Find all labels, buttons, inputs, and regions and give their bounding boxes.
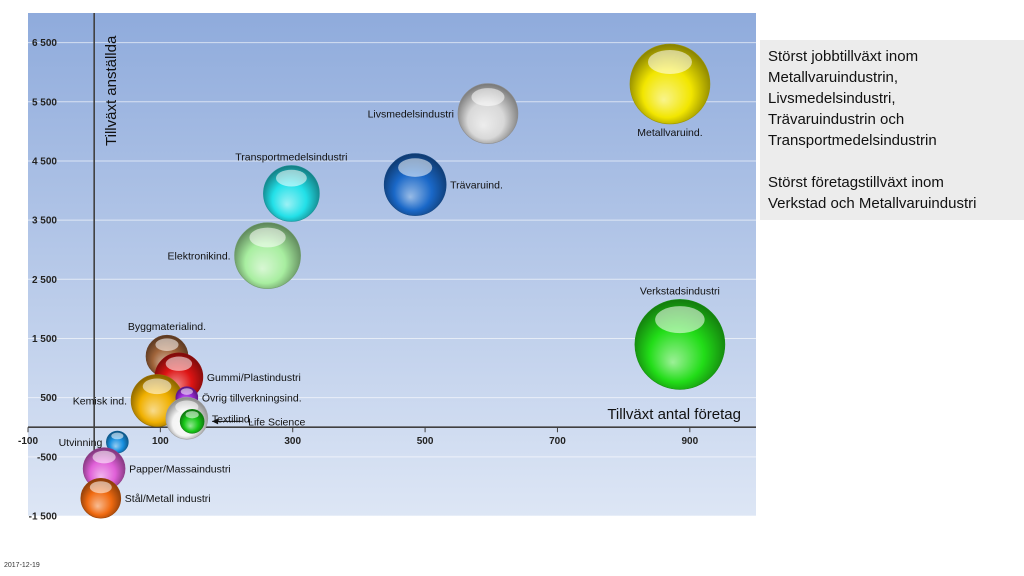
bubble-label: Stål/Metall industri <box>125 493 211 505</box>
y-tick-label: 4 500 <box>32 156 57 167</box>
y-tick-label: 500 <box>40 393 57 404</box>
x-axis-title: Tillväxt antal företag <box>607 406 741 423</box>
y-tick-label: -500 <box>37 452 57 463</box>
axes <box>27 13 756 516</box>
bubble-label: Metallvaruind. <box>637 127 702 139</box>
bubble-highlight <box>185 411 199 419</box>
y-tick-label: -1 500 <box>29 512 58 523</box>
bubble-label: Utvinning <box>59 437 103 449</box>
label-arrow-head <box>212 418 219 425</box>
y-tick-label: 2 500 <box>32 275 57 286</box>
bubble-highlight <box>155 338 179 351</box>
bubble-highlight <box>165 356 193 371</box>
y-tick-label: 6 500 <box>32 38 57 49</box>
x-tick-label: 100 <box>152 436 169 447</box>
bubble-highlight <box>89 481 112 494</box>
bubble-label: Kemisk ind. <box>73 396 127 408</box>
bubble-highlight <box>276 169 307 187</box>
bubble-highlight <box>471 88 505 107</box>
summary-jobs-text: Störst jobbtillväxt inom Metallvaruindus… <box>768 48 937 149</box>
y-tick-label: 5 500 <box>32 97 57 108</box>
bubble-label: Verkstadsindustri <box>640 285 720 297</box>
bubble-label: Byggmaterialind. <box>128 321 206 333</box>
bubble-highlight <box>398 158 433 177</box>
y-tick-label: 1 500 <box>32 334 57 345</box>
bubble-highlight <box>111 432 124 440</box>
summary-panel: Störst jobbtillväxt inom Metallvaruindus… <box>760 40 1024 220</box>
x-tick-label: -100 <box>18 436 38 447</box>
x-tick-label: 700 <box>549 436 566 447</box>
bubble-highlight <box>180 388 193 395</box>
summary-companies-text: Störst företagstillväxt inom Verkstad oc… <box>768 174 977 212</box>
bubble-highlight <box>647 50 692 75</box>
bubble-label: Elektronikind. <box>168 251 231 263</box>
bubble-labels: Metallvaruind. Livsmedelsindustri Trävarui… <box>59 109 720 506</box>
date-stamp: 2017-12-19 <box>4 562 40 569</box>
bubble-highlight <box>92 450 116 464</box>
bubble-label: Textilind. <box>212 413 253 425</box>
bubble-label: Livsmedelsindustri <box>368 109 454 121</box>
y-tick-label: 3 500 <box>32 216 57 227</box>
bubbles <box>80 43 726 519</box>
bubble-label: Övrig tillverkningsind. <box>202 393 302 405</box>
x-tick-label: 900 <box>681 436 698 447</box>
x-tick-label: 300 <box>284 436 301 447</box>
bubble-highlight <box>655 306 705 334</box>
bubble-label: Papper/Massaindustri <box>129 464 231 476</box>
y-axis-title: Tillväxt anställda <box>103 35 120 146</box>
bubble-label: Trävaruind. <box>450 180 503 192</box>
bubble-label: Transportmedelsindustri <box>235 151 347 163</box>
bubble-highlight <box>249 227 286 248</box>
x-tick-label: 500 <box>417 436 434 447</box>
bubble-label: Gummi/Plastindustri <box>207 372 301 384</box>
tick-labels: -1 500 -500 500 1 500 2 500 3 500 4 500 5 500 6 … <box>18 38 699 522</box>
bubble-highlight <box>142 378 172 395</box>
bubble-label: Life Science <box>248 416 305 428</box>
